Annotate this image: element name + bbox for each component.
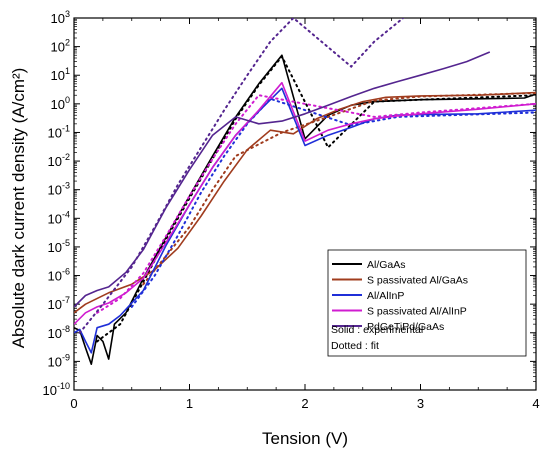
legend-items: Al/GaAs S passivated Al/GaAs Al/AlInP S pas… <box>332 259 468 333</box>
legend-box <box>327 249 527 357</box>
y-tick-label: 10-3 <box>48 181 70 198</box>
x-tick-label: 4 <box>532 396 539 411</box>
y-tick-label: 10-9 <box>48 352 70 369</box>
legend-note-experimental: Solid : experimental <box>331 324 423 336</box>
fit-line-al-gaas <box>96 54 536 343</box>
experimental-line-pdgetipd-gaas <box>74 51 491 308</box>
fit-line-s-passivated-al-alinp <box>96 94 536 314</box>
y-tick-label: 103 <box>51 9 70 26</box>
experimental-line-al-gaas <box>74 54 536 366</box>
legend-label: S passivated Al/AlInP <box>367 306 467 318</box>
x-tick-label: 1 <box>186 396 193 411</box>
series-layer <box>74 18 536 366</box>
y-tick-label: 10-8 <box>48 324 70 341</box>
y-tick-label: 10-5 <box>48 238 70 255</box>
y-tick-label: 10-4 <box>48 209 70 226</box>
fit-line-al-alinp <box>130 97 536 308</box>
y-tick-label: 100 <box>51 95 70 112</box>
y-tick-label: 10-2 <box>48 152 70 169</box>
legend: Al/GaAs S passivated Al/GaAs Al/AlInP S pas… <box>327 249 527 357</box>
experimental-line-s-passivated-al-alinp <box>74 81 536 325</box>
legend-label: Al/GaAs <box>367 259 406 271</box>
experimental-line-s-passivated-al-gaas <box>74 91 536 314</box>
x-tick-label: 3 <box>417 396 424 411</box>
axis-ticks <box>73 17 537 391</box>
x-tick-label: 0 <box>70 396 77 411</box>
fit-line-pdgetipd-gaas <box>78 18 405 334</box>
fit-line-s-passivated-al-gaas <box>142 92 536 286</box>
x-tick-label: 2 <box>301 396 308 411</box>
legend-label: S passivated Al/GaAs <box>367 275 468 287</box>
legend-label: Al/AlInP <box>367 290 404 302</box>
y-tick-label: 10-10 <box>43 381 70 398</box>
y-axis-title: Absolute dark current density (A/cm²) <box>9 68 28 349</box>
legend-note-fit: Dotted : fit <box>331 340 379 352</box>
y-tick-label: 10-6 <box>48 267 70 284</box>
y-tick-label: 101 <box>51 66 70 83</box>
tick-labels: 0 1 2 3 4 10-10 10-9 10-8 10-7 10-6 10-5 10-4 10-3 10… <box>43 9 540 411</box>
y-tick-label: 102 <box>51 38 70 55</box>
y-tick-label: 10-7 <box>48 295 70 312</box>
y-tick-label: 10-1 <box>48 123 70 140</box>
x-axis-title: Tension (V) <box>262 429 348 448</box>
legend-label: PdGeTiPd/GaAs <box>367 321 444 333</box>
